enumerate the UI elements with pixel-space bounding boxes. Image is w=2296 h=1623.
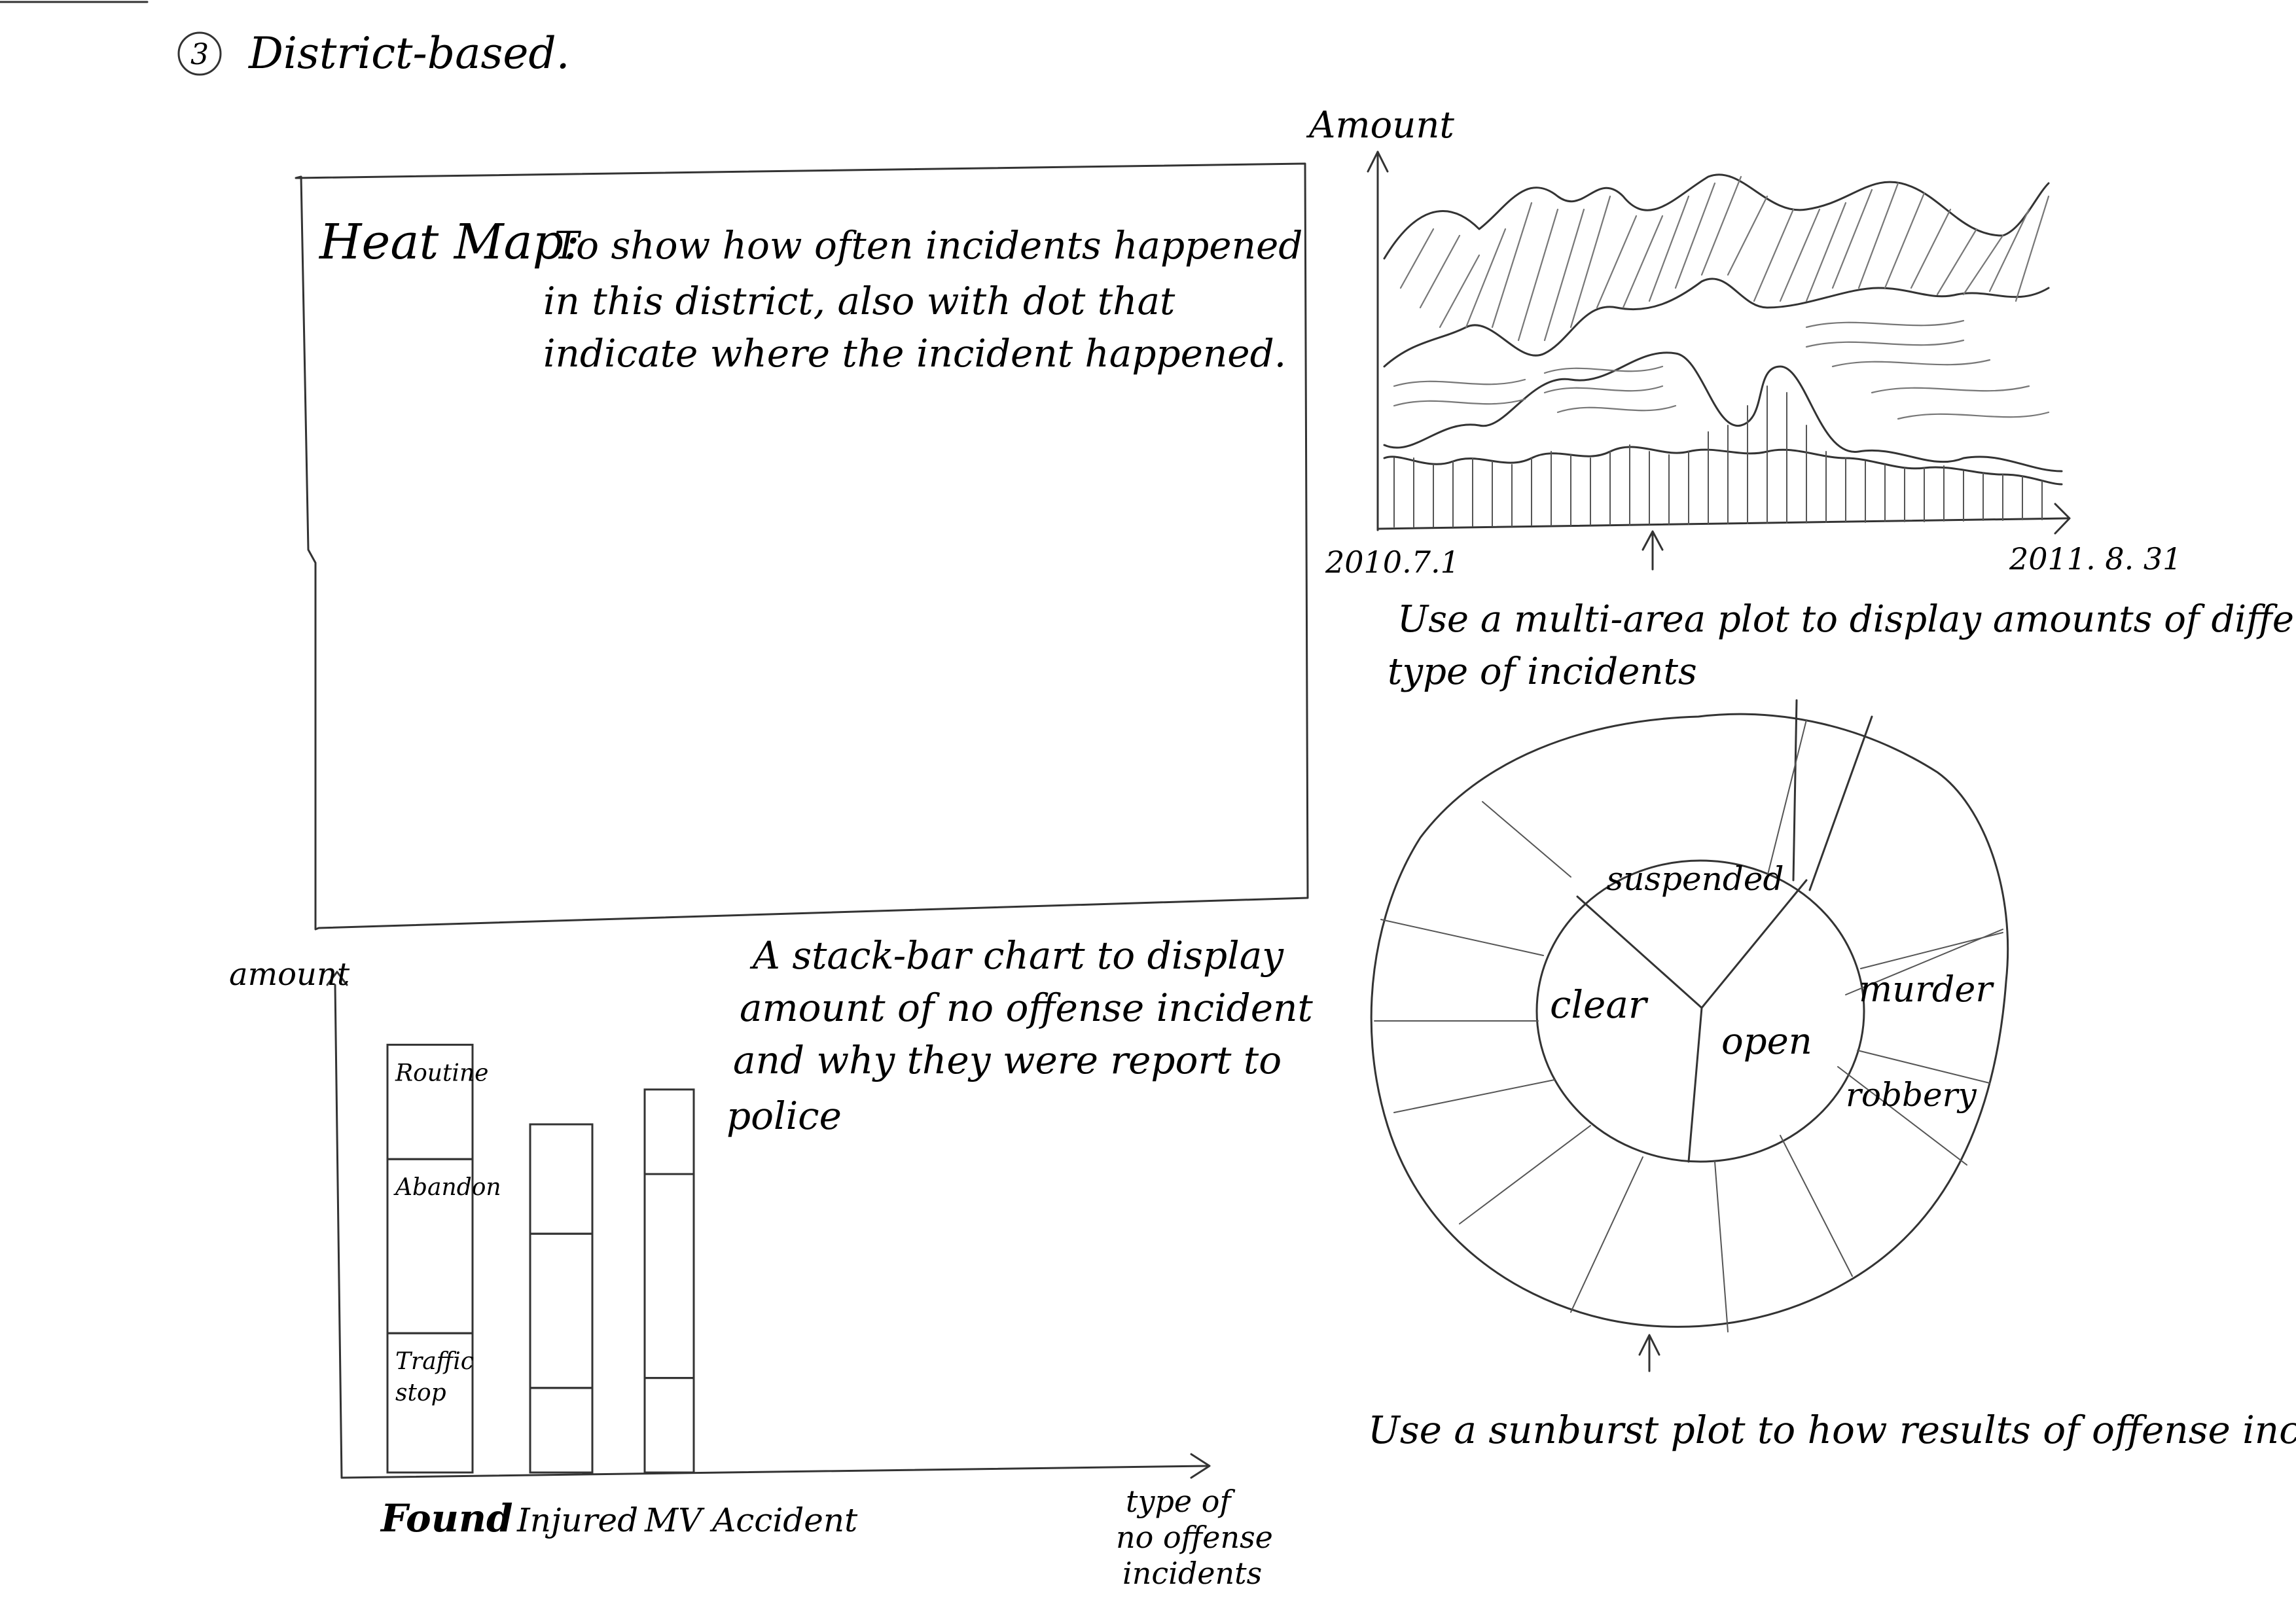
- sunburst-outer-label-murder: murder: [1859, 969, 1994, 1010]
- bar-segment-mv-accident-0: [643, 1377, 695, 1474]
- area-x-start-label: 2010.7.1: [1325, 544, 1460, 580]
- bar-segment-mv-accident-1: [643, 1173, 695, 1380]
- area-caption-line-1: Use a multi-area plot to display amounts…: [1397, 598, 2296, 641]
- stack-bar-chart: amount type of no offense incidents Traf…: [229, 933, 1313, 1591]
- area-series-1-outline: [1383, 173, 2050, 260]
- bar-y-label: amount: [229, 956, 350, 993]
- area-x-arrow: [2054, 503, 2071, 535]
- heatmap-label: Heat Map:: [318, 214, 580, 270]
- area-bottom-hatching: [1393, 385, 2043, 527]
- sunburst-inner-label-suspended: suspended: [1607, 860, 1784, 898]
- bar-segment-injured-1: [529, 1232, 594, 1389]
- area-y-label: Amount: [1306, 104, 1454, 147]
- section-number: 3: [190, 38, 209, 71]
- sunburst-outer-label-robbery: robbery: [1846, 1076, 1977, 1114]
- area-series-3-outline: [1383, 351, 2063, 473]
- bar-segment-label: stop: [395, 1380, 446, 1406]
- sunburst-inner-ring: [1535, 859, 1865, 1163]
- heatmap-frame: [295, 162, 1309, 931]
- bar-segment-injured-2: [529, 1123, 594, 1235]
- heatmap-desc-line-1: To show how often incidents happened: [554, 223, 1302, 268]
- bar-segment-injured-0: [529, 1387, 594, 1474]
- bar-segment-label: Routine: [395, 1060, 488, 1086]
- sunburst-inner-label-clear: clear: [1550, 982, 1649, 1027]
- bar-caption-line-1: A stack-bar chart to display: [749, 933, 1284, 978]
- bar-x-label-line-3: incidents: [1122, 1556, 1262, 1591]
- bar-caption-line-4: police: [726, 1094, 842, 1138]
- section-number-circle: [177, 31, 222, 76]
- area-series-4-outline: [1383, 446, 2063, 486]
- sunburst-inner-label-open: open: [1721, 1020, 1812, 1063]
- section-title: District-based.: [248, 28, 570, 79]
- area-hatching: [1393, 175, 2050, 420]
- bar-segment-label: Abandon: [393, 1174, 501, 1201]
- bar-category-label: MV Accident: [644, 1501, 858, 1539]
- area-caption-line-2: type of incidents: [1388, 651, 1697, 693]
- sunburst-inner-dividers: [1576, 879, 1808, 1163]
- bar-category-label: Injured: [516, 1501, 638, 1539]
- bar-segment-found-2: [386, 1043, 474, 1160]
- heatmap-desc-line-3: indicate where the incident happened.: [543, 331, 1286, 376]
- heatmap-panel: Heat Map: To show how often incidents ha…: [295, 162, 1309, 931]
- bar-x-label-line-1: type of: [1126, 1484, 1235, 1519]
- sunburst-arrow: [1638, 1334, 1660, 1372]
- bar-category-label: Found: [380, 1496, 513, 1541]
- area-y-arrow: [1367, 151, 1389, 173]
- bar-caption-line-2: amount of no offense incident: [740, 986, 1313, 1030]
- bar-y-arrow: [326, 971, 348, 986]
- bar-x-label-line-2: no offense: [1116, 1520, 1273, 1555]
- bar-caption-line-3: and why they were report to: [733, 1038, 1282, 1082]
- area-mid-arrow: [1641, 530, 1664, 571]
- bar-segment-mv-accident-2: [643, 1088, 695, 1175]
- bar-marks: Traffic stop Abandon Routine Found Injured MV …: [380, 1043, 858, 1541]
- bar-x-arrow: [1190, 1453, 1211, 1479]
- sunburst-outer-dividers: [1374, 719, 2003, 1332]
- heatmap-desc-line-2: in this district, also with dot that: [543, 279, 1175, 323]
- sunburst: suspended clear open murder robbery Use …: [1368, 699, 2296, 1452]
- bar-y-axis: [334, 984, 343, 1479]
- bar-segment-label: Traffic: [395, 1348, 474, 1375]
- area-plot: Amount: [1306, 104, 2296, 693]
- area-series-2-outline: [1383, 277, 2050, 368]
- sunburst-caption: Use a sunburst plot to how results of of…: [1368, 1408, 2296, 1452]
- bar-x-axis: [340, 1465, 1209, 1479]
- sunburst-spike: [1792, 699, 1873, 891]
- sunburst-outer-ring: [1370, 713, 2009, 1328]
- area-x-end-label: 2011. 8. 31: [2009, 541, 2181, 577]
- area-x-axis: [1376, 517, 2070, 530]
